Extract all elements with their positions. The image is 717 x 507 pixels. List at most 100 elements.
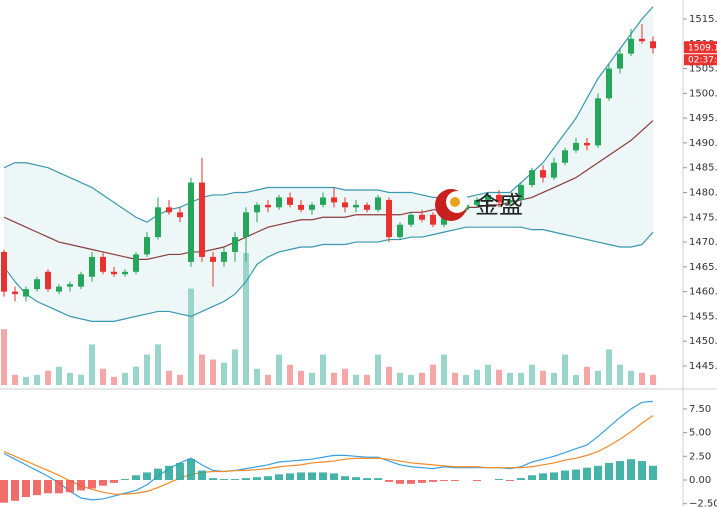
candle-body <box>177 212 183 218</box>
macd-hist <box>11 480 19 501</box>
macd-hist <box>517 478 525 481</box>
macd-dea <box>3 415 654 495</box>
candle-body <box>485 194 491 200</box>
volume-bar <box>243 253 249 385</box>
volume-bar <box>551 372 557 385</box>
candle-body <box>276 197 282 208</box>
macd-hist <box>550 472 558 481</box>
volume-bar <box>364 374 370 385</box>
candle-body <box>78 274 84 287</box>
candle-body <box>1 251 7 292</box>
candle-body <box>617 53 623 69</box>
candle-body <box>408 214 414 225</box>
volume-bar <box>298 370 304 385</box>
volume-bar <box>133 366 139 385</box>
y-tick-label: 1480.0 <box>689 187 717 198</box>
volume-bar <box>12 374 18 385</box>
volume-bar <box>89 344 95 385</box>
candle-body <box>243 212 249 238</box>
band-lower <box>3 226 654 322</box>
macd-hist <box>209 478 217 481</box>
macd-hist <box>605 462 613 481</box>
candle-body <box>507 199 513 203</box>
candle-body <box>386 199 392 238</box>
volume-bar <box>122 372 128 385</box>
candle-body <box>23 289 29 297</box>
macd-hist <box>319 472 327 481</box>
volume-bar <box>331 372 337 385</box>
macd-tick-label: −2.50 <box>689 499 717 507</box>
macd-hist <box>308 472 316 481</box>
macd-tick-label: 0.00 <box>689 475 711 486</box>
candle-body <box>430 214 436 225</box>
price-tag <box>684 41 717 54</box>
macd-hist <box>286 473 294 481</box>
volume-bar <box>562 354 568 385</box>
volume-bar <box>452 372 458 385</box>
candle-body <box>496 194 502 203</box>
volume-bar <box>639 372 645 385</box>
macd-hist <box>121 479 129 481</box>
macd-hist <box>77 480 85 491</box>
y-tick-label: 1485.0 <box>689 163 717 174</box>
candle-body <box>375 197 381 210</box>
macd-hist <box>297 472 305 481</box>
candle-body <box>89 256 95 277</box>
macd-hist <box>154 468 162 481</box>
macd-hist <box>99 480 107 486</box>
volume-bar <box>518 372 524 385</box>
volume-bar <box>155 344 161 385</box>
candle-body <box>628 38 634 54</box>
candle-body <box>518 185 524 200</box>
candle-body <box>188 182 194 262</box>
macd-hist <box>165 465 173 481</box>
volume-bar <box>419 372 425 385</box>
macd-hist <box>264 476 272 481</box>
macd-hist <box>627 459 635 481</box>
macd-hist <box>440 480 448 481</box>
candle-body <box>144 237 150 255</box>
y-tick-label: 1465.0 <box>689 262 717 273</box>
y-tick-label: 1455.0 <box>689 311 717 322</box>
logo-dot <box>450 197 460 207</box>
macd-hist <box>418 480 426 483</box>
candle-body <box>265 204 271 208</box>
volume-bar <box>485 364 491 385</box>
volume-bar <box>221 362 227 385</box>
candle-body <box>342 202 348 208</box>
macd-hist <box>594 465 602 481</box>
macd-hist <box>583 467 591 481</box>
candle-body <box>595 98 601 146</box>
volume-bar <box>628 370 634 385</box>
countdown-tag <box>684 54 717 66</box>
watermark: 金盛 <box>475 191 523 219</box>
y-tick-label: 1450.0 <box>689 336 717 347</box>
candle-body <box>133 254 139 272</box>
volume-bar <box>309 372 315 385</box>
macd-hist <box>55 480 63 494</box>
volume-bar <box>397 372 403 385</box>
candle-body <box>584 142 590 146</box>
candle-body <box>474 199 480 205</box>
macd-hist <box>528 475 536 481</box>
watermark-group: 金盛 <box>435 189 523 221</box>
candle-body <box>45 271 51 290</box>
macd-hist <box>22 480 30 498</box>
candle-body <box>573 142 579 151</box>
volume-bar <box>265 374 271 385</box>
macd-hist <box>374 478 382 481</box>
volume-bar <box>595 370 601 385</box>
macd-hist <box>110 480 118 483</box>
candle-body <box>155 207 161 238</box>
volume-bar <box>232 349 238 385</box>
macd-tick-label: 5.00 <box>689 428 711 439</box>
macd-hist <box>143 472 151 481</box>
candle-body <box>353 204 359 208</box>
volume-bar <box>67 372 73 385</box>
volume-bar <box>45 370 51 385</box>
candle-body <box>309 204 315 210</box>
volume-bar <box>441 354 447 385</box>
volume-bar <box>199 354 205 385</box>
macd-hist <box>572 469 580 481</box>
macd-hist <box>363 478 371 481</box>
